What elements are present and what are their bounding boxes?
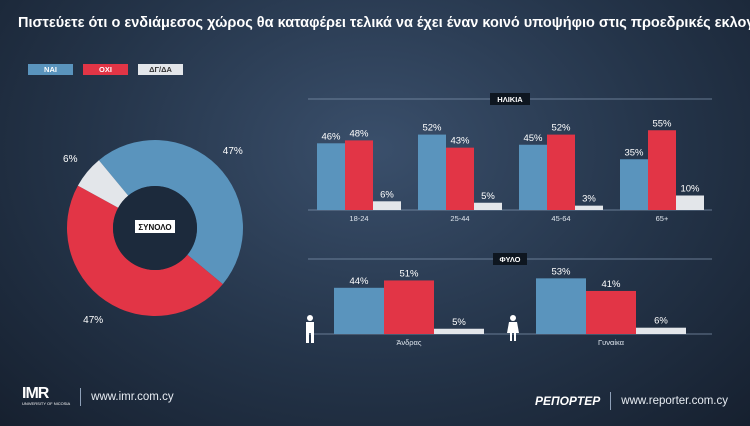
age-data-label: 45% [523,133,543,144]
age-category-label: 65+ [656,214,669,223]
page-title: Πιστεύετε ότι ο ενδιάμεσος χώρος θα κατα… [18,15,750,31]
pie-label-oxi: 47% [83,315,103,326]
gender-title-box [493,253,527,265]
age-bar [547,134,575,210]
pie-label-dgda: 6% [63,154,78,165]
age-data-label: 10% [680,184,700,195]
gender-bar [636,327,686,334]
reporter-url[interactable]: www.reporter.com.cy [621,395,728,407]
pie-slice-dgda [77,160,129,208]
age-bar [446,147,474,210]
gender-bar [384,280,434,334]
age-bar [676,195,704,210]
imr-url[interactable]: www.imr.com.cy [91,390,174,403]
male-icon [306,315,314,343]
gender-data-label: 6% [654,316,668,327]
age-bar [474,202,502,210]
pie-slice-oxi [67,185,223,316]
gender-title: ΦΥΛΟ [500,255,521,264]
legend: ΝΑΙ ΟΧΙ ΔΓ/ΔΑ [28,64,183,75]
imr-logo: IMR UNIVERSITY OF NICOSIA [22,385,71,407]
gender-data-label: 5% [452,317,466,328]
age-data-label: 35% [624,147,644,158]
age-data-label: 43% [450,136,470,147]
legend-dgda: ΔΓ/ΔΑ [138,64,183,75]
age-bar [575,205,603,210]
age-title: ΗΛΙΚΙΑ [497,95,523,104]
age-bar [648,130,676,210]
legend-nai: ΝΑΙ [28,64,73,75]
gender-category-label: Άνδρας [396,338,421,347]
imr-logo-sub: UNIVERSITY OF NICOSIA [22,401,71,406]
legend-oxi: ΟΧΙ [83,64,128,75]
center-label: ΣΥΝΟΛΟ [138,223,171,232]
gender-bar [434,328,484,334]
age-bar [373,201,401,210]
age-category-label: 45-64 [551,214,570,223]
pie-slice-nai [98,140,243,285]
age-data-label: 52% [422,123,442,134]
gender-bar [334,287,384,334]
age-data-label: 6% [380,189,394,200]
age-category-label: 25-44 [450,214,469,223]
age-data-label: 52% [551,123,571,134]
gender-data-label: 53% [551,266,571,277]
age-bar [418,134,446,210]
age-title-box [490,93,530,105]
footer-divider [610,392,612,410]
pie-label-nai: 47% [223,146,243,157]
age-data-label: 3% [582,194,596,205]
gender-data-label: 44% [349,276,369,287]
gender-data-label: 41% [601,279,621,290]
center-label-box [135,220,175,233]
age-bar [345,140,373,210]
gender-bar [536,278,586,334]
age-category-label: 18-24 [349,214,368,223]
age-data-label: 55% [652,118,672,129]
age-bar [620,159,648,210]
reporter-logo: ΡΕΠΟΡΤΕΡ [534,394,601,408]
gender-data-label: 51% [399,268,419,279]
age-bar [317,143,345,210]
footer-imr: IMR UNIVERSITY OF NICOSIA www.imr.com.cy [22,385,174,407]
female-icon [507,315,519,341]
age-data-label: 46% [321,131,341,142]
gender-category-label: Γυναίκα [598,338,625,347]
footer-divider [80,387,82,406]
age-data-label: 48% [349,128,369,139]
footer-reporter: ΡΕΠΟΡΤΕΡ www.reporter.com.cy [535,392,728,410]
age-bar [519,144,547,210]
age-data-label: 5% [481,191,495,202]
gender-bar [586,290,636,334]
